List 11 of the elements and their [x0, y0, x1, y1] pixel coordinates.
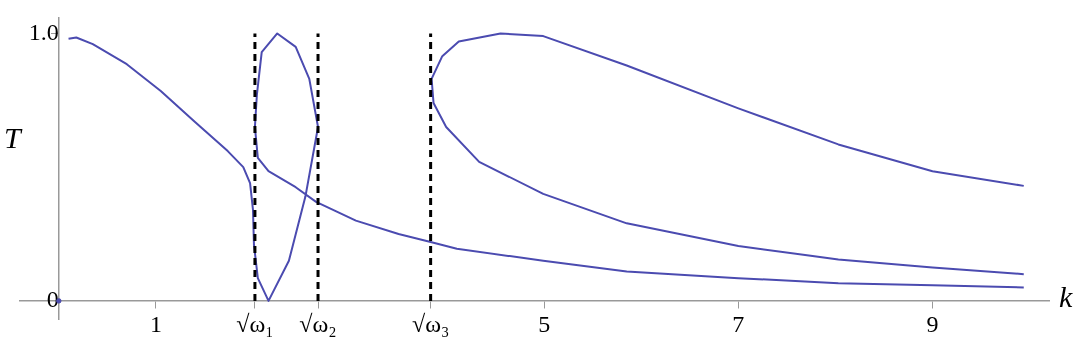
- x-tick-label: √ω₁: [236, 310, 274, 337]
- x-tick-label: √ω₃: [411, 310, 450, 337]
- x-tick-label: √ω₂: [299, 310, 337, 337]
- x-tick-label: 7: [732, 310, 745, 337]
- y-axis-title: T: [4, 121, 23, 155]
- x-tick-label: 1: [149, 310, 162, 337]
- x-tick-label: 5: [538, 310, 551, 337]
- y-tick-label: 0: [46, 286, 59, 313]
- x-tick-label: 9: [926, 310, 939, 337]
- y-tick-label: 1.0: [28, 18, 59, 45]
- x-axis-title: k: [1059, 279, 1073, 313]
